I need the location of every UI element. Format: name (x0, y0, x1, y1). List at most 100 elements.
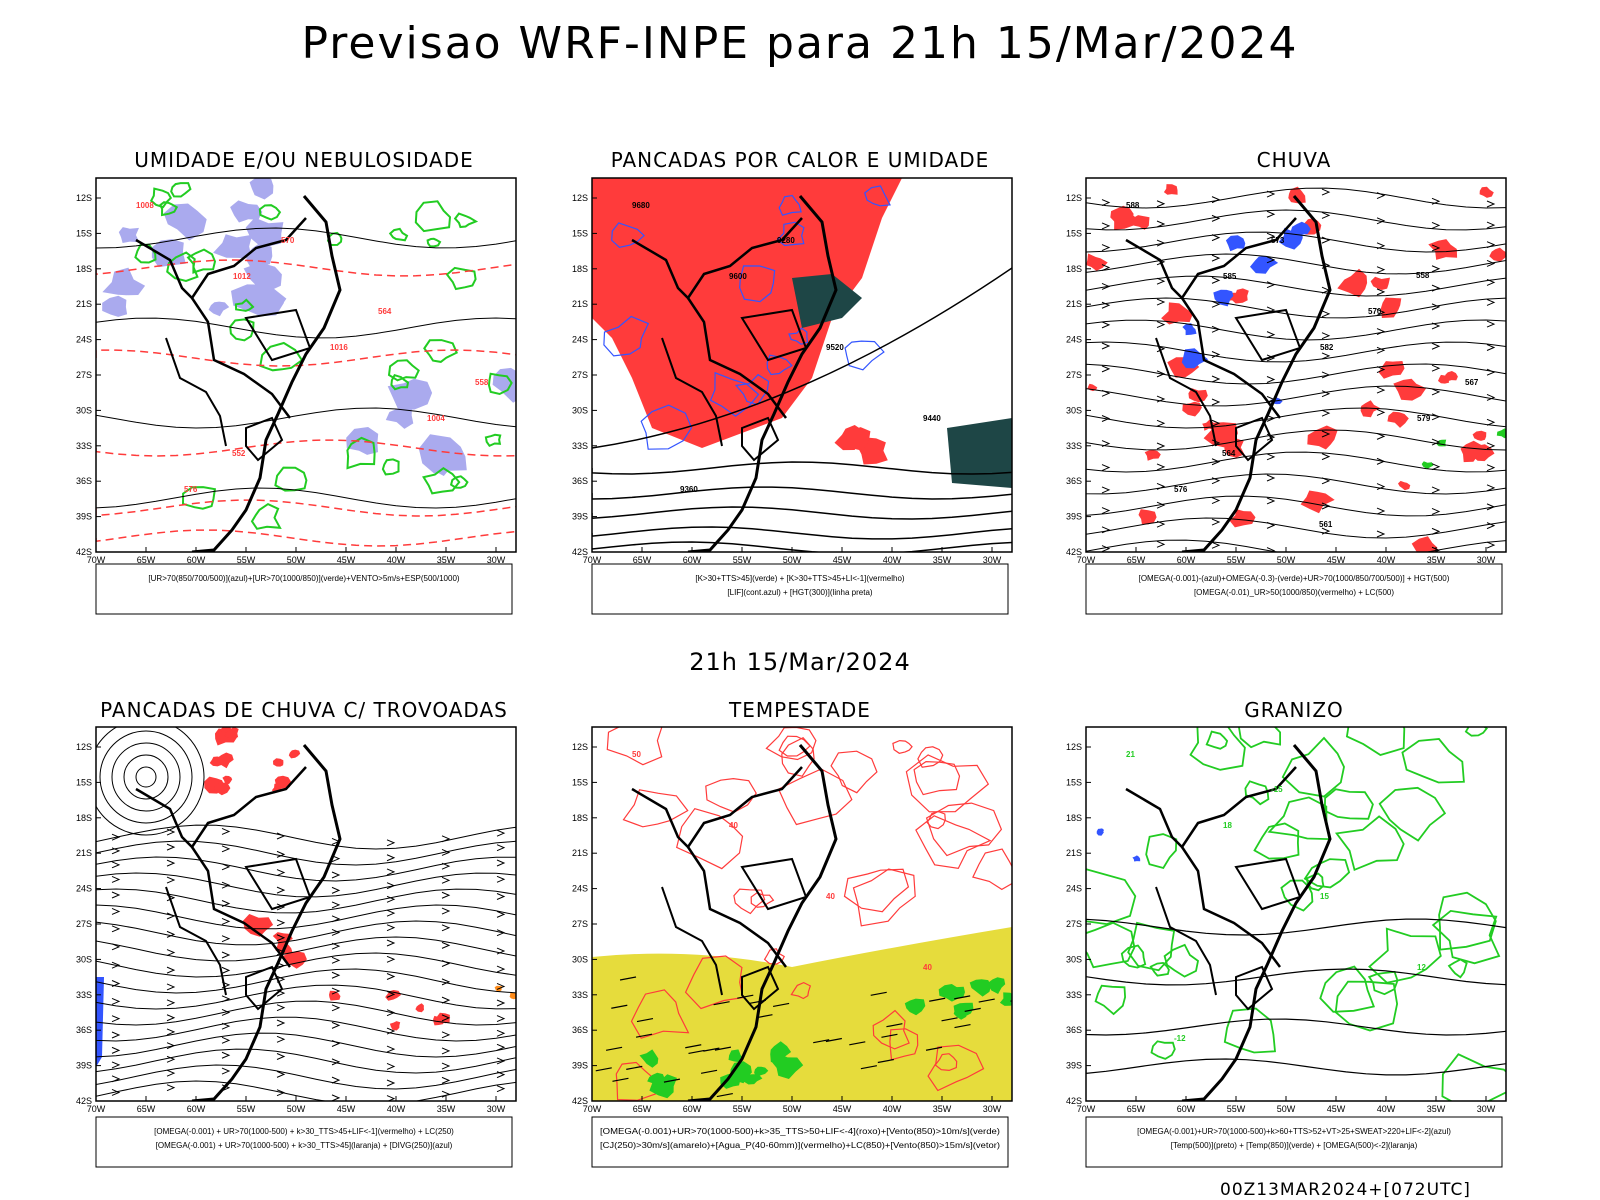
lat-tick-label: 12S (1066, 742, 1082, 752)
streamline-arrow (496, 1015, 506, 1023)
humidity-contour (181, 486, 217, 510)
coastline (191, 195, 342, 552)
legend-line: [OMEGA(-0.001) + UR>70(1000-500) + k>30_… (156, 1141, 453, 1150)
precipitable-water-contour (889, 1028, 919, 1061)
country-border (135, 766, 307, 849)
streamline-arrow (1211, 276, 1221, 284)
legend-line: [OMEGA(-0.001)+UR>70(1000-500)+k>60+TTS>… (1137, 1127, 1451, 1136)
streamline-arrow (1156, 501, 1166, 509)
state-border (741, 416, 780, 462)
streamline-arrow (1376, 328, 1386, 336)
jet-stream-area (592, 927, 1012, 1101)
legend-line: [K>30+TTS>45](verde) + [K>30+TTS>45+LI<-… (695, 574, 905, 583)
wind-vector (737, 994, 754, 999)
streamline-arrow (1101, 244, 1111, 252)
humidity-contour (258, 204, 282, 221)
precipitable-water-contour (925, 802, 1003, 857)
lat-tick-label: 12S (76, 742, 92, 752)
streamline-arrow (1211, 196, 1221, 204)
streamline-arrow (441, 876, 451, 884)
lat-tick-label: 24S (1066, 884, 1082, 894)
contour-label: 570 (1368, 307, 1382, 316)
streamline (96, 1080, 516, 1101)
streamline-arrow (221, 1022, 231, 1030)
streamline-arrow (386, 895, 396, 903)
humidity-area (151, 239, 186, 268)
legend-line: [UR>70(850/700/500)](azul)+[UR>70(1000/8… (148, 574, 459, 583)
map-frame (95, 177, 517, 553)
streamline-arrow (221, 1036, 231, 1044)
contour-label: 9600 (729, 272, 747, 281)
contour-label: 40 (923, 963, 932, 972)
thunderstorm-area (214, 782, 231, 796)
legend-line: [OMEGA(-0.01)_UR>50(1000/850)(vermelho) … (1194, 588, 1394, 597)
lat-tick-label: 15S (76, 777, 92, 787)
lifted-index-contour (709, 371, 760, 417)
temperature-850-contour (1334, 815, 1405, 872)
humidity-contour (149, 187, 173, 209)
wind-vector (663, 1078, 681, 1083)
lat-tick-label: 42S (572, 1096, 588, 1106)
streamline-arrow (496, 844, 506, 852)
lon-tick-label: 30W (487, 1104, 506, 1114)
legend-line: [OMEGA(-0.001)-(azul)+OMEGA(-0.3)-(verde… (1139, 574, 1450, 583)
streamline-arrow (1486, 442, 1496, 450)
temperature-850-contour (1253, 822, 1300, 860)
temperature-850-contour (1334, 980, 1399, 1032)
wind-vector (688, 1049, 705, 1055)
wind-850-area (945, 986, 965, 998)
state-border (1235, 965, 1274, 1011)
streamline-arrow (276, 869, 286, 876)
streamline-arrow (1266, 453, 1276, 461)
streamline-arrow (1156, 463, 1166, 471)
streamline-arrow (166, 1055, 176, 1063)
map-fields: 50 40 40 40 (592, 727, 1012, 1101)
lat-tick-label: 12S (76, 193, 92, 203)
lon-tick-label: 40W (387, 1104, 406, 1114)
streamline-arrow (1211, 497, 1221, 505)
temperature-850-contour (1431, 909, 1501, 965)
legend-box (591, 1116, 1009, 1168)
streamline (96, 1032, 516, 1058)
precipitable-water-contour (705, 777, 757, 813)
temperature-850-contour (1367, 970, 1399, 996)
streamline-arrow (1376, 386, 1386, 394)
streamline-arrow (1266, 376, 1276, 383)
thunderstorm-area (282, 951, 307, 969)
panel-title-granizo: GRANIZO (1244, 698, 1344, 722)
legend-granizo: [OMEGA(-0.001)+UR>70(1000-500)+k>60+TTS>… (1085, 1116, 1503, 1168)
streamline-arrow (111, 861, 121, 869)
streamline-arrow (1101, 545, 1111, 552)
streamline-arrow (1486, 278, 1496, 286)
streamline-arrow (331, 901, 341, 909)
streamline (96, 1064, 516, 1090)
streamline-arrow (166, 999, 176, 1007)
precipitable-water-contour (927, 1044, 985, 1092)
temperature-850-contour (1149, 961, 1170, 977)
streamline-arrow (496, 999, 506, 1007)
humidity-area (249, 178, 274, 200)
lat-tick-label: 39S (76, 512, 92, 522)
streamline-arrow (221, 951, 231, 959)
streamline-arrow (331, 956, 341, 964)
lat-tick-label: 42S (572, 547, 588, 557)
rain-area (1307, 425, 1338, 450)
temperature-850-contour (1163, 943, 1199, 978)
temperature-850-contour (1401, 738, 1465, 784)
streamline-arrow (1431, 322, 1441, 330)
wind-vector (813, 1039, 830, 1044)
thunderstorm-area (217, 752, 234, 769)
lon-tick-label: 60W (1177, 1104, 1196, 1114)
streamline-arrow (331, 987, 341, 995)
hail-area (1132, 855, 1141, 862)
lat-tick-label: 24S (572, 335, 588, 345)
streamline-arrow (1101, 365, 1111, 373)
lat-tick-label: 30S (572, 954, 588, 964)
humidity-contour (449, 475, 469, 489)
rain-area (1337, 268, 1368, 298)
lat-tick-label: 42S (1066, 1096, 1082, 1106)
precipitable-water-contour (852, 868, 916, 927)
streamline-arrow (1431, 527, 1441, 535)
contour-label: 552 (232, 449, 246, 458)
lon-tick-label: 30W (1477, 555, 1496, 565)
